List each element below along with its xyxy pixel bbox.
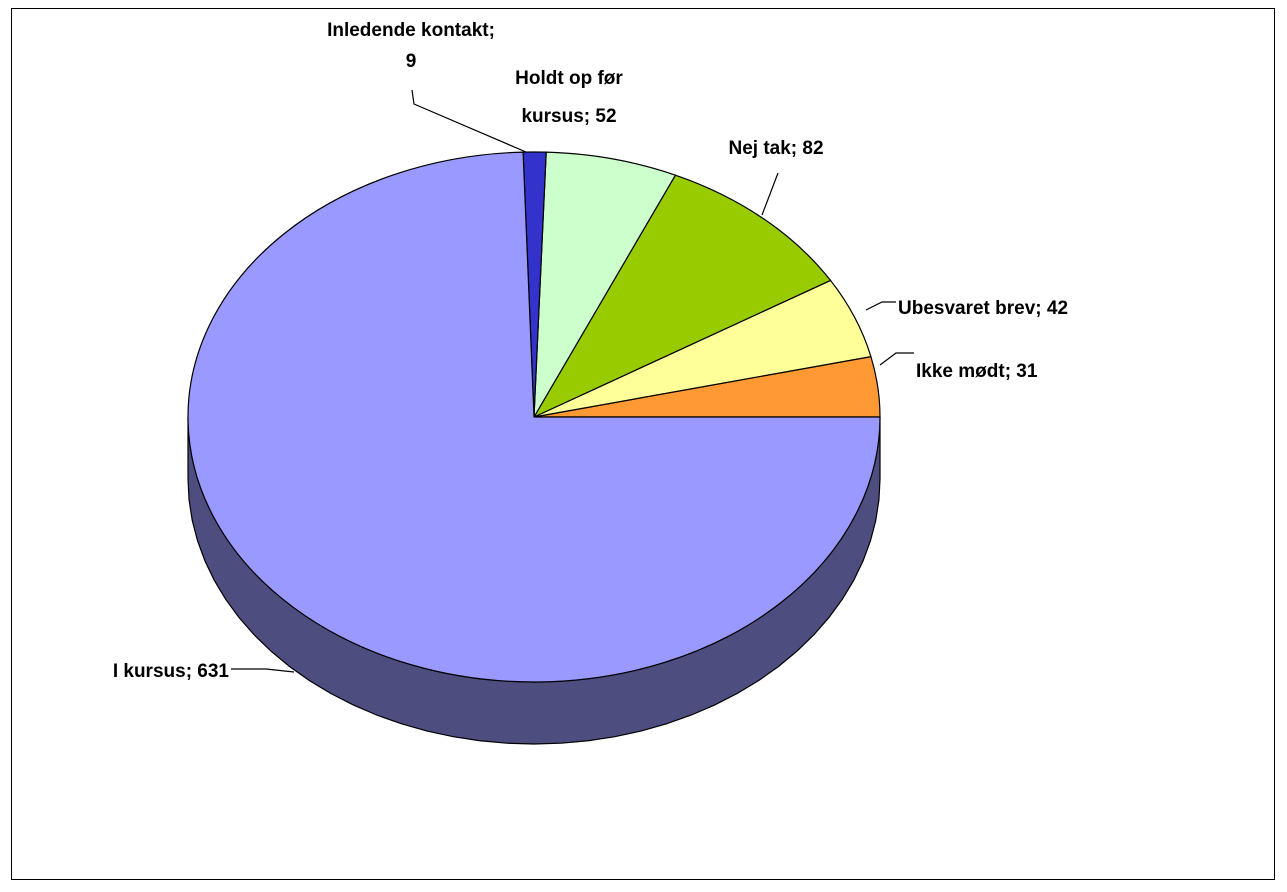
pie-slice-i-kursus	[187, 151, 881, 683]
pie-slices	[187, 151, 881, 683]
data-label-inledende-kontakt: Inledende kontakt; 9	[327, 20, 495, 72]
leader-line-i-kursus	[231, 668, 295, 673]
leader-line-ikke-modt	[879, 352, 914, 366]
data-label-line: Nej tak; 82	[728, 138, 823, 159]
data-label-nej-tak: Nej tak; 82	[728, 138, 823, 159]
pie-slice-holdt-op-for-kursus	[533, 151, 676, 418]
data-label-line: I kursus; 631	[113, 661, 230, 682]
data-label-line: Holdt op før	[515, 68, 623, 89]
leader-line-ubesvaret-brev	[865, 301, 896, 311]
data-labels: Ikke mødt; 31 Ubesvaret brev; 42 Nej tak; …	[113, 20, 1068, 682]
data-label-line: Ikke mødt; 31	[916, 361, 1038, 382]
data-label-ikke-modt: Ikke mødt; 31	[916, 361, 1038, 382]
data-label-line: 9	[406, 51, 417, 72]
leader-line-inledende-kontakt	[411, 89, 527, 153]
pie-slice-nej-tak	[533, 174, 832, 418]
data-label-line: kursus; 52	[521, 106, 616, 127]
data-label-line: Ubesvaret brev; 42	[898, 298, 1068, 319]
data-label-ubesvaret-brev: Ubesvaret brev; 42	[898, 298, 1068, 319]
leader-lines	[231, 89, 914, 673]
data-label-line: Inledende kontakt;	[327, 20, 495, 41]
data-label-i-kursus: I kursus; 631	[113, 661, 230, 682]
leader-line-nej-tak	[761, 172, 779, 216]
data-label-holdt-op-for-kursus: Holdt op før kursus; 52	[515, 68, 623, 127]
